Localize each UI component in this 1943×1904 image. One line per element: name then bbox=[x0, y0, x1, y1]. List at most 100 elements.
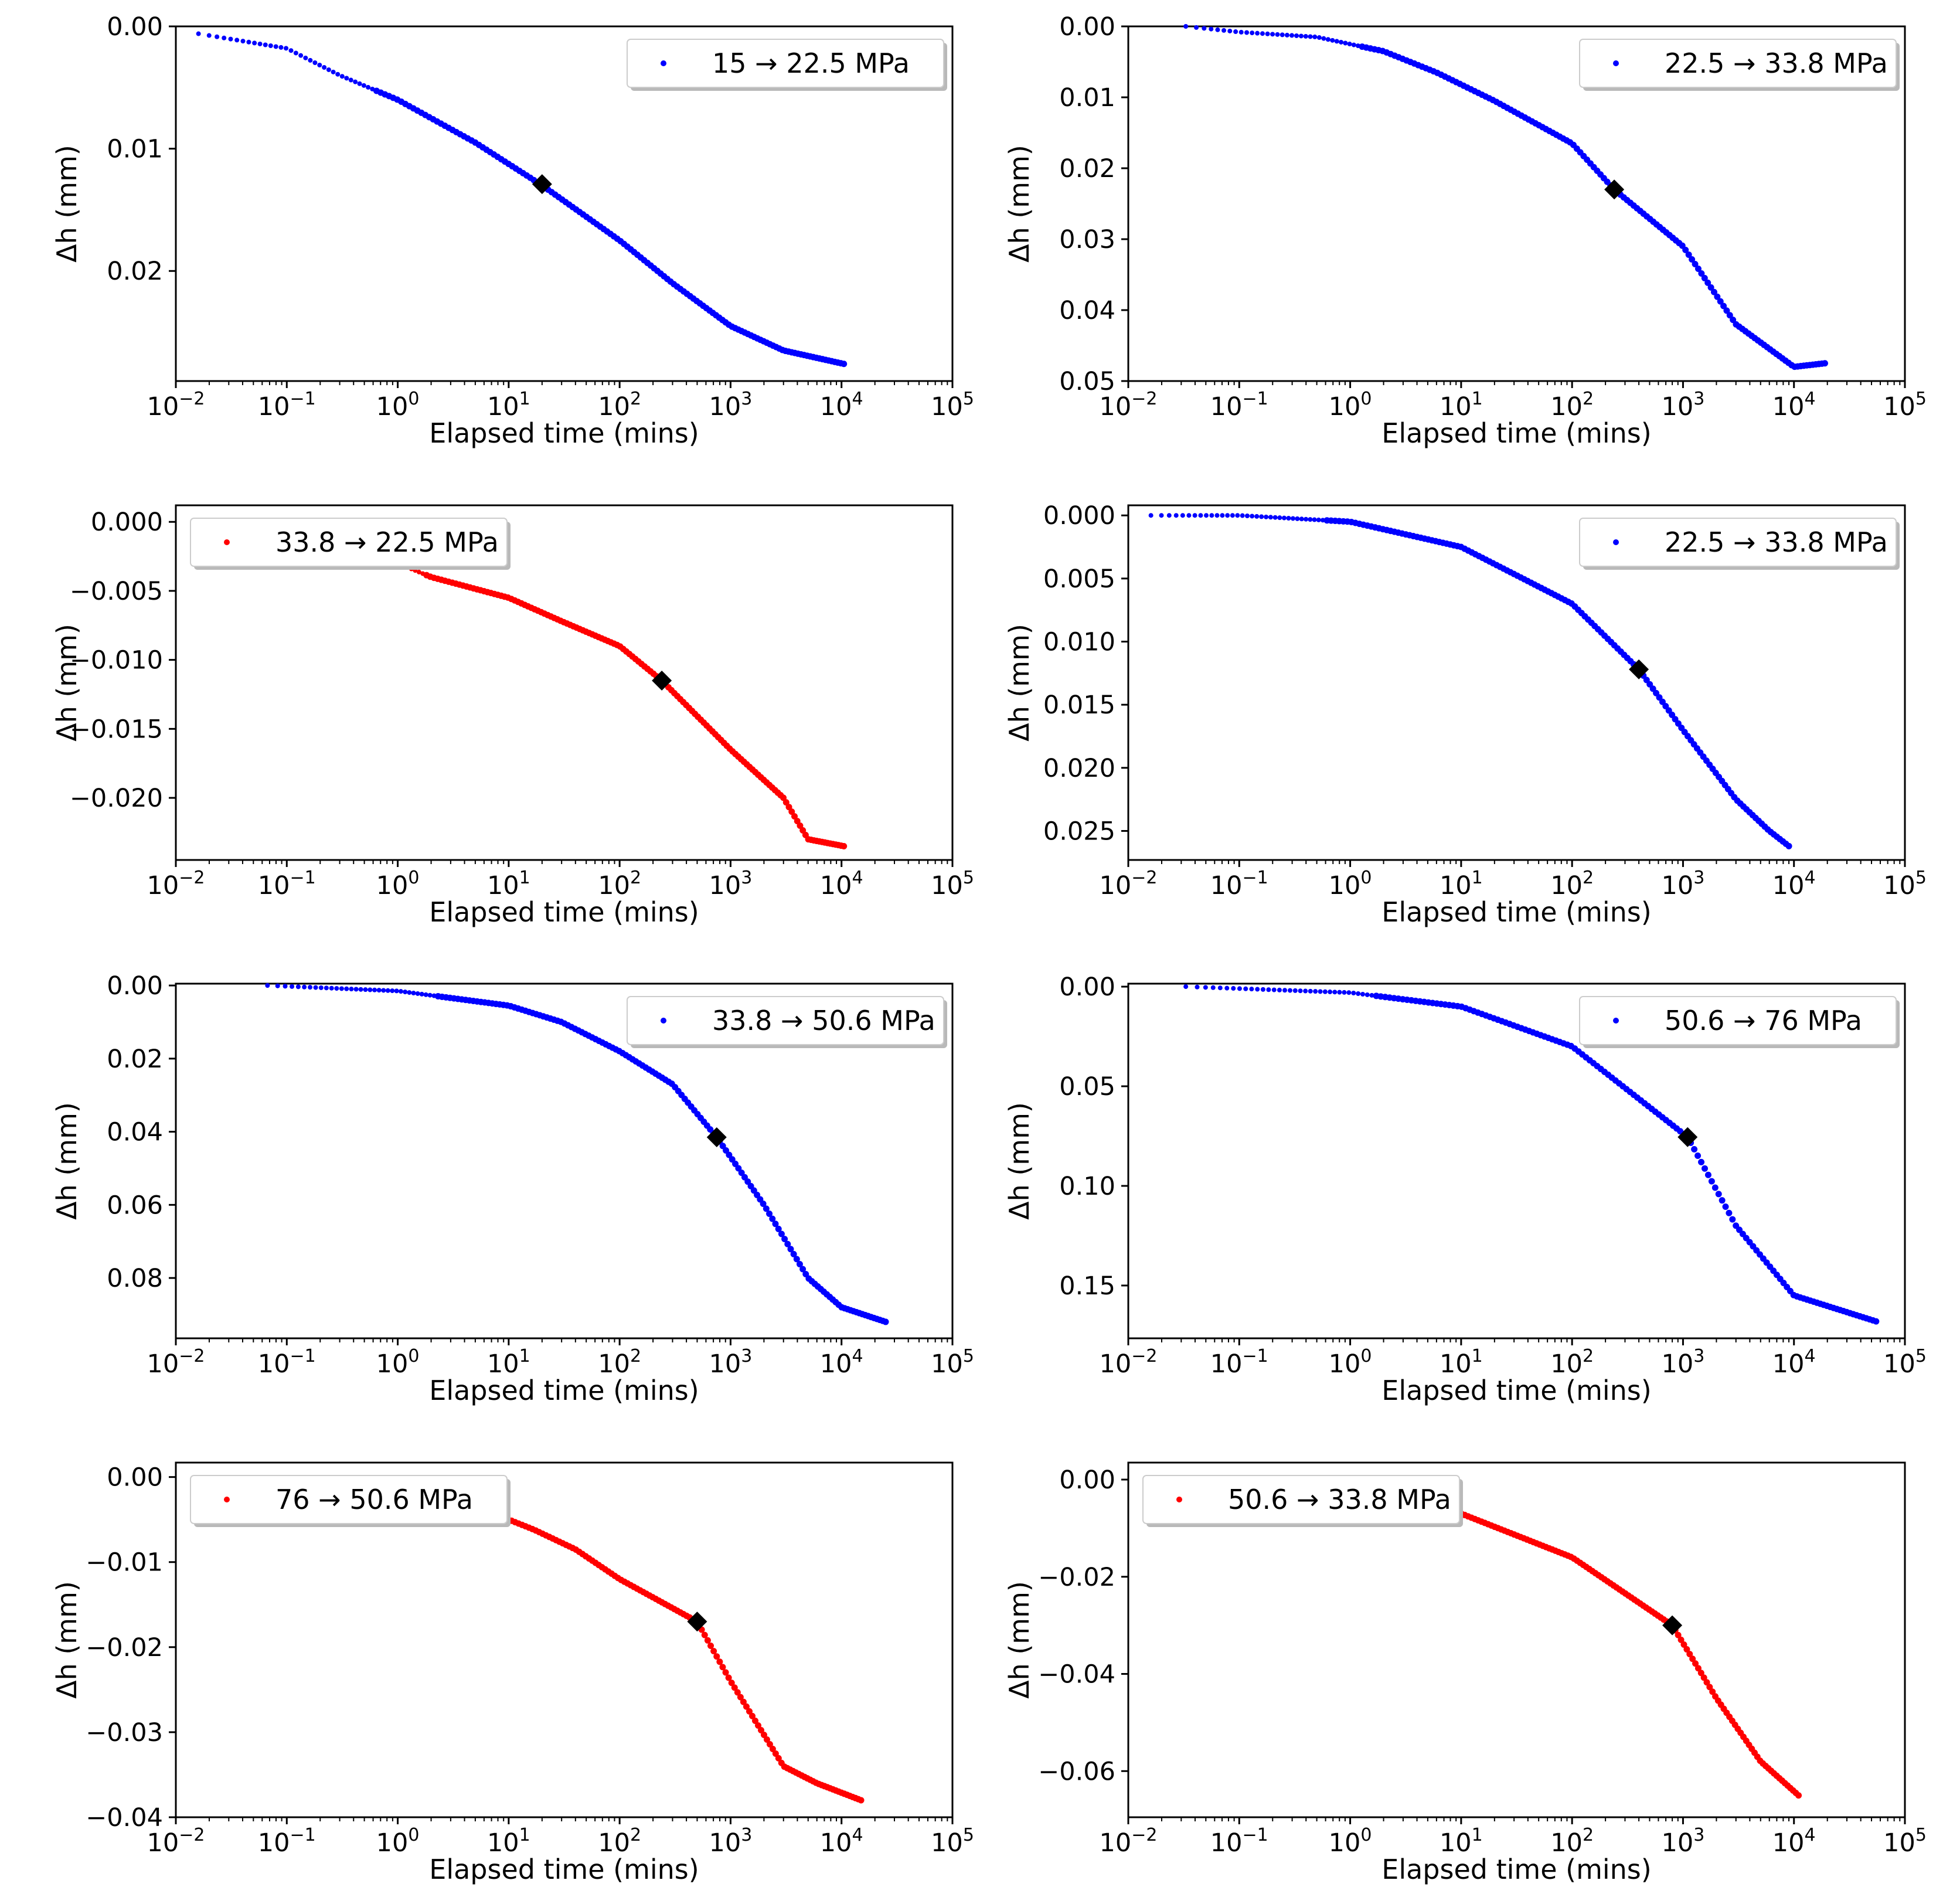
y-tick-label: −0.04 bbox=[86, 1803, 163, 1832]
legend-box bbox=[1579, 996, 1897, 1045]
data-point bbox=[707, 1642, 714, 1649]
x-tick-label: 102 bbox=[598, 1825, 641, 1858]
data-point bbox=[376, 988, 382, 993]
data-point bbox=[1148, 513, 1153, 518]
x-axis-label: Elapsed time (mins) bbox=[429, 1854, 699, 1885]
data-point bbox=[752, 1717, 759, 1724]
x-tick-label: 103 bbox=[1662, 868, 1705, 900]
data-point bbox=[390, 988, 395, 994]
data-point bbox=[1282, 988, 1288, 993]
x-tick-label: 103 bbox=[709, 1346, 753, 1379]
y-tick-label: 0.005 bbox=[1043, 565, 1115, 594]
data-point bbox=[1312, 517, 1317, 522]
data-point bbox=[1313, 989, 1318, 994]
data-point bbox=[353, 79, 358, 84]
data-point bbox=[1280, 32, 1285, 38]
x-tick-label: 104 bbox=[820, 1825, 863, 1858]
data-point bbox=[781, 1236, 788, 1243]
x-tick-label: 10−1 bbox=[1210, 868, 1268, 900]
data-point bbox=[1204, 513, 1209, 518]
diamond-marker bbox=[1662, 1615, 1683, 1636]
axes-frame bbox=[175, 1461, 954, 1818]
legend-label: 22.5 → 33.8 MPa bbox=[1665, 47, 1888, 79]
data-point bbox=[1685, 251, 1692, 258]
data-point bbox=[1183, 24, 1189, 29]
data-point bbox=[427, 992, 433, 998]
data-point bbox=[748, 1712, 756, 1719]
data-point bbox=[857, 1797, 865, 1804]
data-point bbox=[1290, 516, 1295, 521]
y-tick-label: 0.025 bbox=[1043, 817, 1115, 846]
data-point bbox=[278, 45, 284, 50]
data-point bbox=[403, 990, 408, 995]
data-point bbox=[275, 983, 280, 988]
data-point bbox=[381, 988, 386, 993]
data-point bbox=[322, 64, 327, 70]
axes-frame bbox=[175, 504, 954, 861]
legend-box bbox=[190, 1475, 508, 1524]
data-point bbox=[411, 991, 416, 996]
data-point bbox=[1369, 992, 1374, 998]
chart-panel-row1-left: 10−2 10−1 100 101 102 103 104 105 0.00 0.01 0.02 El… bbox=[51, 12, 974, 449]
data-point bbox=[308, 985, 313, 990]
data-point bbox=[1250, 30, 1255, 36]
data-point bbox=[263, 42, 268, 47]
legend-box bbox=[1579, 518, 1897, 567]
data-point bbox=[288, 48, 294, 53]
data-point bbox=[1346, 990, 1352, 995]
data-point bbox=[313, 985, 318, 990]
legend-box bbox=[627, 39, 944, 88]
data-point bbox=[1240, 513, 1245, 518]
data-point bbox=[1225, 513, 1230, 518]
data-point bbox=[1231, 986, 1236, 991]
data-point bbox=[1719, 1197, 1726, 1204]
x-tick-label: 10−2 bbox=[147, 1346, 205, 1379]
x-tick-label: 10−2 bbox=[1100, 868, 1158, 900]
data-point bbox=[1707, 284, 1714, 291]
data-point bbox=[1356, 991, 1361, 997]
x-tick-label: 104 bbox=[1772, 1346, 1816, 1379]
chart-panel-row3-right: 10−2 10−1 100 101 102 103 104 105 0.00 0.05 0.10 0.… bbox=[1003, 973, 1927, 1406]
data-point bbox=[290, 984, 295, 989]
data-point bbox=[1686, 1651, 1693, 1658]
y-tick-label: −0.03 bbox=[86, 1718, 163, 1747]
axes-frame bbox=[1127, 982, 1906, 1339]
y-tick-label: 0.10 bbox=[1059, 1172, 1115, 1201]
data-point bbox=[1260, 31, 1265, 36]
legend-marker bbox=[224, 1497, 230, 1502]
data-point bbox=[283, 984, 288, 989]
data-point bbox=[1704, 1171, 1711, 1178]
data-point bbox=[796, 1260, 803, 1267]
y-tick-label: −0.01 bbox=[86, 1548, 163, 1577]
y-tick-label: −0.005 bbox=[70, 577, 163, 606]
x-tick-label: 105 bbox=[1883, 1825, 1927, 1858]
data-point bbox=[1289, 33, 1295, 38]
data-point bbox=[1214, 513, 1220, 518]
data-point bbox=[196, 31, 201, 36]
data-point bbox=[1328, 990, 1333, 995]
data-point bbox=[1714, 293, 1721, 300]
data-point bbox=[1692, 260, 1699, 267]
y-tick-label: 0.00 bbox=[107, 1463, 163, 1492]
data-point bbox=[1701, 274, 1708, 281]
data-point bbox=[1689, 1655, 1696, 1662]
axes-frame bbox=[1127, 1461, 1906, 1818]
data-point bbox=[228, 36, 233, 42]
data-point bbox=[1265, 31, 1270, 36]
x-tick-label: 102 bbox=[598, 1346, 641, 1379]
y-tick-label: 0.02 bbox=[1059, 154, 1115, 183]
data-point bbox=[1720, 302, 1727, 310]
legend-marker bbox=[224, 539, 230, 545]
data-point bbox=[1347, 42, 1352, 47]
y-tick-label: 0.02 bbox=[107, 257, 163, 286]
data-point bbox=[1295, 516, 1300, 521]
data-point bbox=[1303, 33, 1308, 39]
data-point bbox=[763, 1205, 770, 1212]
series-22.5 → 33.8 MPa bbox=[1183, 24, 1828, 370]
legend-marker bbox=[661, 60, 666, 66]
axes-frame bbox=[175, 25, 954, 382]
data-point bbox=[415, 991, 420, 996]
y-tick-label: 0.010 bbox=[1043, 628, 1115, 657]
data-point bbox=[293, 50, 298, 56]
data-point bbox=[716, 1658, 723, 1665]
